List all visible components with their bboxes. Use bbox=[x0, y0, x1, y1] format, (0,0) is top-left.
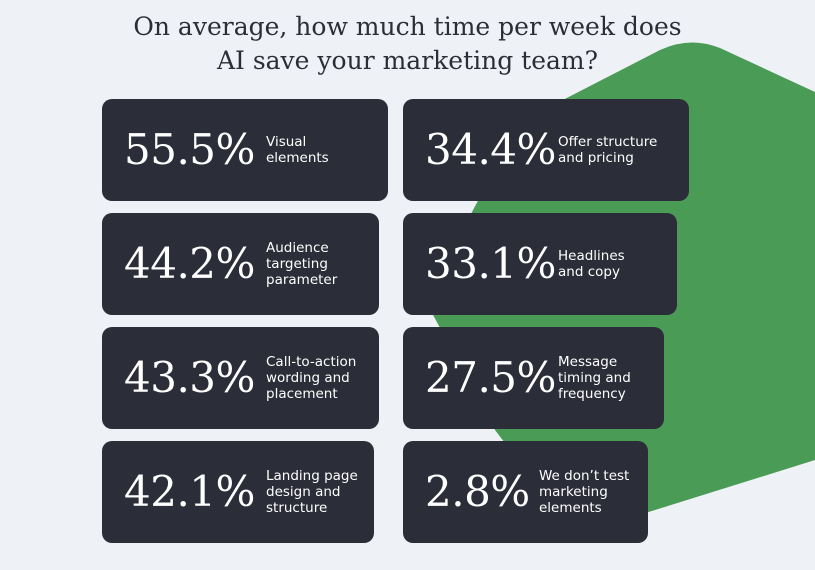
stat-card-headlines: 33.1% Headlines and copy bbox=[403, 213, 677, 315]
stat-label: We don’t test marketing elements bbox=[539, 468, 630, 516]
stat-value: 2.8% bbox=[425, 467, 530, 516]
stat-card-call-to-action: 43.3% Call-to-action wording and placeme… bbox=[102, 327, 379, 429]
stat-label: Headlines and copy bbox=[558, 248, 625, 280]
stat-label: Visual elements bbox=[266, 134, 329, 166]
stat-card-visual-elements: 55.5% Visual elements bbox=[102, 99, 388, 201]
stat-card-offer-structure: 34.4% Offer structure and pricing bbox=[403, 99, 689, 201]
stat-value: 42.1% bbox=[124, 467, 255, 516]
stat-label: Offer structure and pricing bbox=[558, 134, 658, 166]
stat-label: Landing page design and structure bbox=[266, 468, 358, 516]
stat-card-audience-targeting: 44.2% Audience targeting parameter bbox=[102, 213, 379, 315]
stat-label: Call-to-action wording and placement bbox=[266, 354, 357, 402]
stat-card-landing-page: 42.1% Landing page design and structure bbox=[102, 441, 374, 543]
stat-value: 27.5% bbox=[425, 353, 556, 402]
stat-value: 34.4% bbox=[425, 125, 556, 174]
stat-value: 55.5% bbox=[124, 125, 255, 174]
stat-label: Message timing and frequency bbox=[558, 354, 631, 402]
stat-card-no-testing: 2.8% We don’t test marketing elements bbox=[403, 441, 648, 543]
stat-value: 43.3% bbox=[124, 353, 255, 402]
chart-title-line-1: On average, how much time per week does bbox=[133, 12, 682, 41]
stat-label: Audience targeting parameter bbox=[266, 240, 338, 288]
chart-title-line-2: AI save your marketing team? bbox=[216, 46, 599, 75]
stat-card-message-timing: 27.5% Message timing and frequency bbox=[403, 327, 664, 429]
stat-value: 44.2% bbox=[124, 239, 255, 288]
stat-value: 33.1% bbox=[425, 239, 556, 288]
chart-title: On average, how much time per week does … bbox=[0, 10, 815, 78]
